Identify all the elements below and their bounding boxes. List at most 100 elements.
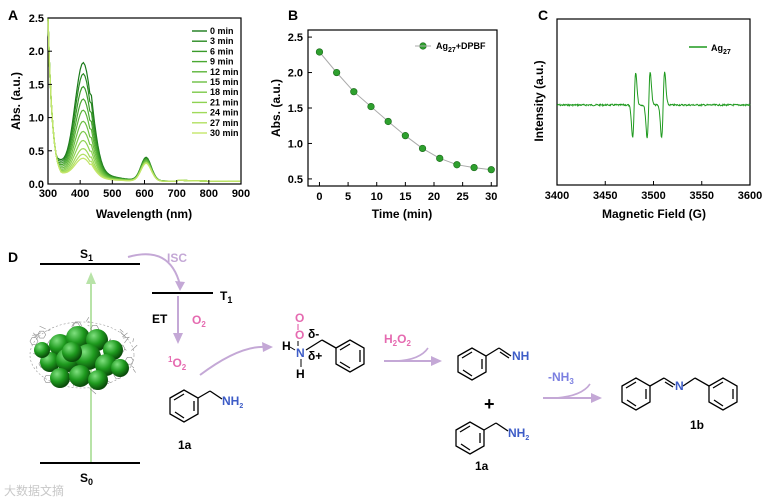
- panel-c-legend-label: Ag27: [711, 43, 731, 56]
- ligand-ring: [43, 375, 53, 383]
- isc-arrow: [127, 253, 181, 286]
- panel-b-point-6: [418, 144, 427, 153]
- ligand-bond: [132, 368, 136, 373]
- nh2-label-1: NH2: [222, 394, 243, 410]
- panel-b-ytick-label: 1.0: [288, 138, 303, 150]
- product-1b-structure: [621, 377, 738, 411]
- panel-a-legend-label-3: 9 min: [210, 57, 234, 67]
- nh-label: NH: [512, 349, 529, 363]
- panel-b-xlabel: Time (min): [372, 207, 432, 221]
- ligand-ring: [29, 337, 39, 345]
- panel-a-ytick-label: 0.0: [29, 179, 44, 191]
- panel-a-legend-label-8: 24 min: [210, 108, 239, 118]
- panel-c-ticks: 3400 3450 3500 3550 3600: [545, 181, 762, 202]
- panel-b-point-3: [367, 102, 375, 111]
- panel-b-xtick-label: 5: [345, 191, 351, 203]
- panel-a-xtick-label: 600: [135, 188, 153, 200]
- panel-b-point-7: [436, 154, 444, 162]
- h-atom-2: H: [296, 367, 305, 381]
- panel-b-point-0: [315, 48, 324, 56]
- watermark: 大数据文摘: [4, 484, 65, 498]
- panel-a-absorbance-chart: 300 400 500 600 700 800 9000.00.51.01.52.02.5 …: [9, 13, 250, 221]
- panel-b-xtick-label: 0: [316, 191, 322, 203]
- panel-c-xtick-label: 3400: [545, 190, 569, 202]
- benzylamine-1a-second-structure: [455, 421, 509, 455]
- ligand-bond: [124, 336, 129, 344]
- singlet-oxygen-label: 1O2: [168, 355, 187, 372]
- compound-label-1a-second: 1a: [475, 459, 489, 473]
- panel-c-xtick-label: 3550: [690, 190, 714, 202]
- panel-a-ytick-label: 1.5: [29, 79, 44, 91]
- imine-n-label: N: [675, 379, 684, 393]
- ligand-ring: [124, 356, 134, 365]
- ligand-bond: [89, 388, 97, 395]
- panel-b-ylabel: Abs. (a.u.): [269, 79, 283, 137]
- isc-label: ISC: [167, 251, 187, 265]
- ligand-bond: [131, 344, 138, 351]
- panel-b-xtick-label: 10: [371, 191, 383, 203]
- panel-b-point-9: [470, 163, 478, 172]
- panel-c-epr-chart: 3400 3450 3500 3550 3600 Ag27 Magnetic Field…: [532, 18, 762, 221]
- h2o2-release-arrow: [395, 347, 429, 362]
- panel-label-a: A: [8, 7, 18, 23]
- panel-a-legend-label-6: 18 min: [210, 87, 239, 97]
- panel-d-mechanism-scheme: S1 S0 T1 ISC ET O2 1O2 NH2: [29, 247, 738, 487]
- panel-a-xtick-label: 300: [39, 188, 57, 200]
- ag-atom-11: [88, 370, 108, 390]
- compound-label-1b: 1b: [690, 418, 704, 432]
- panel-c-xtick-label: 3500: [641, 190, 665, 202]
- oxygen-atom-1: O: [295, 311, 304, 325]
- intermediate-structure: O O δ- H N δ+ H: [282, 311, 365, 381]
- panel-b-points: [315, 48, 495, 174]
- delta-plus: δ+: [308, 349, 322, 363]
- panel-a-legend-label-10: 30 min: [210, 128, 239, 138]
- ligand-bond: [87, 321, 91, 323]
- nh2-label-2: NH2: [508, 426, 529, 442]
- compound-label-1a: 1a: [178, 438, 192, 452]
- ag-atom-9: [50, 368, 70, 388]
- panel-c-spectrum: [556, 71, 751, 139]
- benzylamine-1a-structure: [169, 389, 223, 423]
- ligand-ring: [37, 330, 47, 339]
- et-label: ET: [152, 312, 168, 326]
- ag27-nanocluster-image: [29, 317, 138, 395]
- oxidation-arrowhead: [262, 342, 273, 352]
- panel-b-legend-label: Ag27+DPBF: [436, 41, 486, 54]
- panel-a-legend-label-1: 3 min: [210, 36, 234, 46]
- panel-b-ytick-label: 0.5: [288, 174, 303, 186]
- ag-atom-13: [62, 342, 82, 362]
- panel-a-xtick-label: 400: [71, 188, 89, 200]
- panel-b-point-2: [350, 88, 358, 96]
- ligand-bond: [47, 329, 51, 332]
- panel-b-xtick-label: 20: [428, 191, 440, 203]
- panel-a-ticks: 300 400 500 600 700 800 900 0.0 0.5 1.0 1.5 2.0 2.5: [29, 13, 250, 200]
- delta-minus: δ-: [308, 327, 319, 341]
- panel-b-point-8: [453, 161, 461, 169]
- excitation-arrowhead: [86, 272, 96, 284]
- ag-atom-8: [111, 359, 129, 377]
- ligand-bond: [32, 332, 39, 339]
- oxidation-arrow: [199, 345, 267, 376]
- panel-b-point-10: [487, 166, 495, 174]
- panel-b-ytick-label: 1.5: [288, 103, 303, 115]
- ligand-bond: [132, 338, 134, 343]
- legend-ag: Ag: [436, 41, 448, 51]
- ag-atom-12: [34, 342, 50, 358]
- panel-a-xtick-label: 900: [232, 188, 250, 200]
- panel-b-ticks: 0 5 10 15 20 25 30 0.5 1.0 1.5 2.0 2.5: [288, 32, 498, 203]
- panel-c-xtick-label: 3600: [738, 190, 762, 202]
- h2o2-label: H2O2: [384, 332, 411, 348]
- panel-b-point-4: [384, 117, 392, 126]
- nh3-release-arrow: [555, 383, 591, 399]
- ligand-bond: [39, 325, 46, 330]
- panel-a-xlabel: Wavelength (nm): [96, 207, 192, 221]
- oxygen-atom-2: O: [295, 328, 304, 342]
- isc-arrowhead: [175, 281, 185, 291]
- panel-b-ytick-label: 2.0: [288, 68, 303, 80]
- ligand-bond: [107, 380, 111, 384]
- panel-a-ytick-label: 2.5: [29, 13, 44, 25]
- ligand-bond: [119, 331, 126, 337]
- et-arrowhead: [173, 333, 183, 344]
- panel-a-xtick-label: 500: [103, 188, 121, 200]
